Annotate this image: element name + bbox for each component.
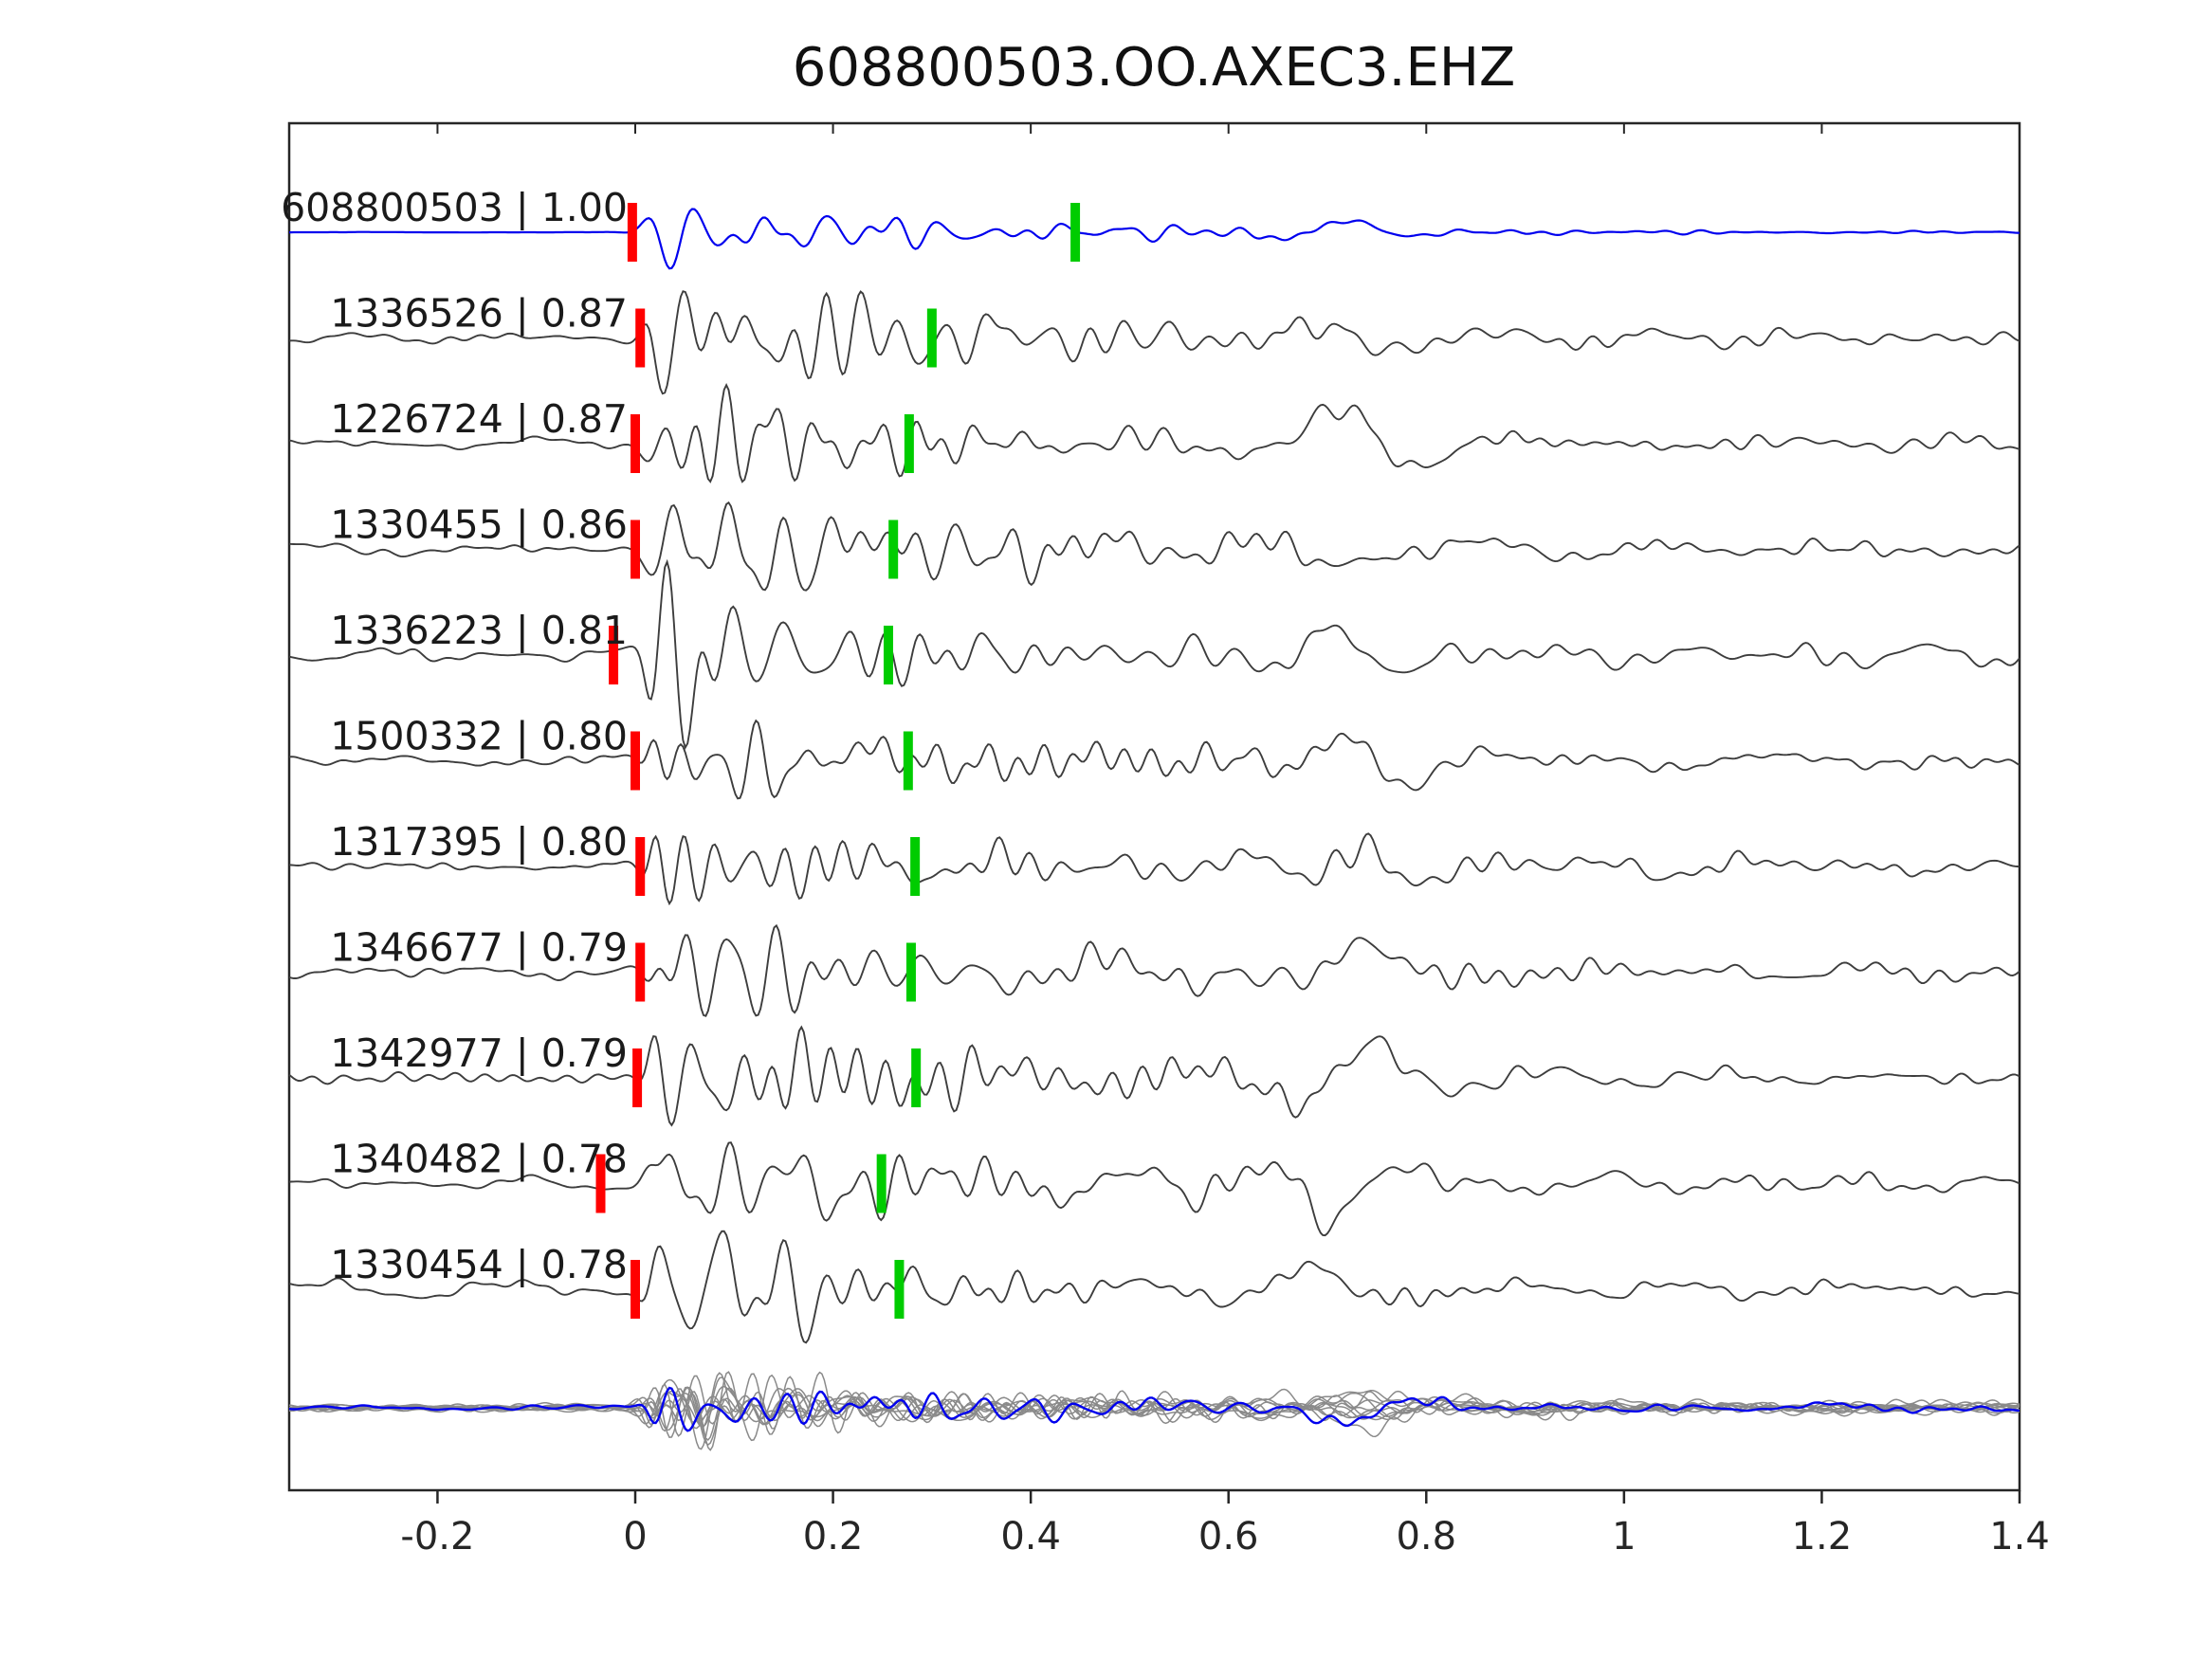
red-pick-marker-1317395 [635,837,646,896]
waveform-trace-1336526 [288,290,2020,395]
trace-label-608800503: 608800503 | 1.00 [281,185,628,230]
trace-label-1330455: 1330455 | 0.86 [330,502,628,548]
overlay-stack-trace [288,1386,2020,1446]
trace-label-1342977: 1342977 | 0.79 [330,1030,628,1076]
chart-title: 608800503.OO.AXEC3.EHZ [793,37,1516,99]
red-pick-marker-1330455 [631,520,640,579]
plot-border [287,121,2021,1492]
overlay-template-trace [288,1386,2020,1432]
x-axis-tick-label: 1 [1612,1515,1636,1559]
green-pick-marker-1226724 [904,414,914,473]
x-axis-tick-label: 0.4 [1000,1515,1061,1559]
trace-label-1336526: 1336526 | 0.87 [330,291,628,337]
red-pick-marker-1340482 [595,1154,606,1213]
x-axis-tick-label: 1.2 [1792,1515,1853,1559]
green-pick-marker-1330455 [888,520,899,579]
x-axis-tick-label: 0 [623,1515,647,1559]
red-pick-marker-1226724 [631,414,640,473]
x-axis-tick-label: 0.8 [1396,1515,1456,1559]
red-pick-marker-1500332 [631,731,640,791]
waveform-trace-608800503 [289,208,2020,270]
green-pick-marker-1336526 [926,308,937,368]
green-pick-marker-1336223 [883,626,893,684]
red-pick-marker-1336526 [635,308,646,368]
red-pick-marker-1342977 [632,1048,643,1107]
green-pick-marker-608800503 [1070,203,1081,262]
red-pick-marker-1330454 [631,1260,640,1319]
overlay-stack-trace [289,1383,2020,1442]
red-pick-marker-1336223 [609,626,619,684]
x-axis-tick-label: 1.4 [1989,1515,2050,1559]
red-pick-marker-1346677 [635,942,646,1002]
green-pick-marker-1330454 [894,1260,905,1319]
waveform-trace-1317395 [288,832,2020,906]
waveform-trace-1330455 [288,501,2020,592]
x-axis-tick-label: 0.2 [803,1515,864,1559]
green-pick-marker-1342977 [911,1048,922,1107]
green-pick-marker-1500332 [903,731,913,791]
x-axis-tick-label: -0.2 [400,1515,474,1559]
x-axis-tick-label: 0.6 [1198,1515,1259,1559]
green-pick-marker-1317395 [910,837,921,896]
green-pick-marker-1340482 [876,1154,887,1213]
waveform-trace-1342977 [288,1025,2020,1127]
green-pick-marker-1346677 [905,942,916,1002]
trace-label-1346677: 1346677 | 0.79 [330,925,628,971]
trace-label-1226724: 1226724 | 0.87 [330,396,628,442]
trace-label-1340482: 1340482 | 0.78 [330,1137,628,1182]
waveform-trace-1340482 [288,1141,2020,1237]
waveform-trace-1330454 [288,1230,2020,1344]
waveform-trace-1336223 [288,558,2020,750]
trace-label-1500332: 1500332 | 0.80 [330,714,628,759]
trace-label-1317395: 1317395 | 0.80 [330,819,628,865]
waveform-trace-1346677 [288,923,2020,1017]
red-pick-marker-608800503 [627,203,637,262]
waveform-trace-1226724 [288,382,2020,483]
trace-label-1336223: 1336223 | 0.81 [330,608,628,653]
trace-label-1330454: 1330454 | 0.78 [330,1242,628,1287]
overlay-stack-trace [288,1374,2020,1450]
waveform-trace-1500332 [288,719,2020,800]
overlay-stack-trace [288,1371,2020,1451]
